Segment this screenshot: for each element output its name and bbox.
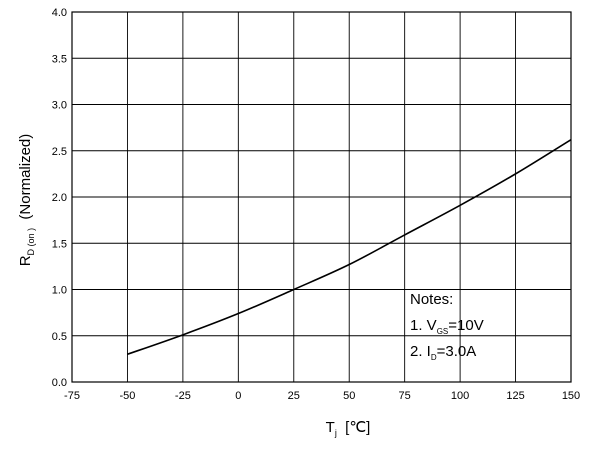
x-tick-label: 0 <box>235 390 241 402</box>
tick-label-layer: -75 -50 -25 0 25 50 75 100 125 150 0.0 0.5 1.0 1.5 2.0… <box>52 7 580 402</box>
x-tick-label: 50 <box>343 390 355 402</box>
note-vgs-suffix: =10V <box>448 317 483 334</box>
notes-annotation: Notes: 1. VGS=10V 2. ID=3.0A <box>410 291 484 362</box>
x-tick-label: 25 <box>288 390 300 402</box>
x-tick-label: -50 <box>119 390 135 402</box>
y-tick-label: 0.5 <box>52 331 67 343</box>
y-tick-label: 4.0 <box>52 7 67 19</box>
y-tick-label: 1.5 <box>52 238 67 250</box>
y-axis-label-rest: (Normalized) <box>17 134 34 220</box>
x-tick-label: 75 <box>399 390 411 402</box>
y-axis-label-sub: D (on ) <box>26 228 36 256</box>
x-tick-label: -75 <box>64 390 80 402</box>
note-id-suffix: =3.0A <box>437 343 477 360</box>
note-id: 2. ID=3.0A <box>410 343 476 362</box>
note-id-prefix: 2. I <box>410 343 431 360</box>
x-tick-label: -25 <box>175 390 191 402</box>
note-id-sub: D <box>431 353 437 362</box>
plot-frame <box>71 11 572 383</box>
notes-title: Notes: <box>410 291 453 308</box>
x-tick-label: 150 <box>562 390 580 402</box>
note-vgs-prefix: 1. V <box>410 317 437 334</box>
series-line <box>127 138 572 356</box>
grid-layer <box>72 12 571 382</box>
x-axis-label-sub: j <box>334 428 337 438</box>
y-axis-label-main: R <box>17 255 34 266</box>
x-tick-label: 100 <box>451 390 469 402</box>
y-tick-label: 2.0 <box>52 192 67 204</box>
x-axis-label-main: T <box>326 419 335 436</box>
y-tick-label: 1.0 <box>52 285 67 297</box>
x-tick-label: 125 <box>506 390 524 402</box>
note-vgs: 1. VGS=10V <box>410 317 484 336</box>
x-axis-label: Tj [℃] <box>326 419 371 438</box>
y-tick-label: 3.0 <box>52 100 67 112</box>
y-tick-label: 0.0 <box>52 377 67 389</box>
y-tick-label: 3.5 <box>52 53 67 65</box>
note-vgs-sub: GS <box>437 327 449 336</box>
y-axis-label: RD (on ) (Normalized) <box>17 134 36 267</box>
x-axis-label-unit: [℃] <box>345 419 370 436</box>
y-tick-label: 2.5 <box>52 146 67 158</box>
